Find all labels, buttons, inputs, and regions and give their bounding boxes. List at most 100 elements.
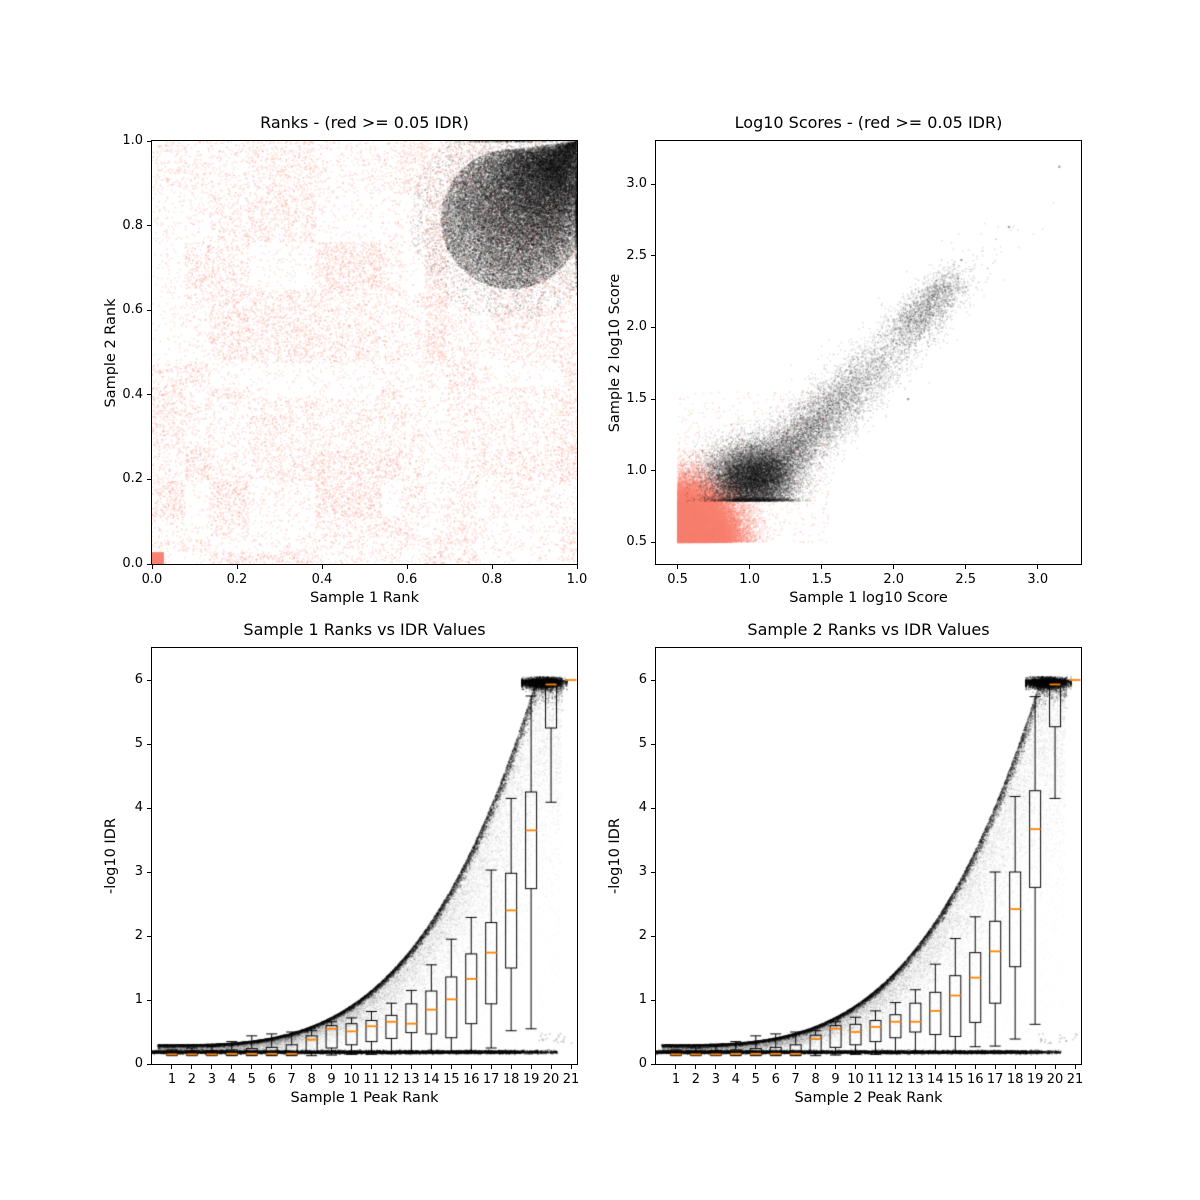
y-tick-mark	[147, 563, 151, 565]
panel-title: Sample 2 Ranks vs IDR Values	[747, 620, 990, 639]
x-tick-label: 1.0	[739, 572, 760, 587]
y-tick-mark	[147, 225, 151, 227]
y-tick-mark	[651, 326, 655, 328]
y-axis-label: -log10 IDR	[103, 818, 119, 894]
x-tick-mark	[1074, 1065, 1076, 1069]
x-tick-label: 17	[986, 1072, 1004, 1087]
x-tick-label: 12	[383, 1072, 400, 1087]
y-tick-label: 1.0	[122, 133, 143, 148]
x-tick-mark	[795, 1065, 797, 1069]
x-tick-mark	[191, 1065, 193, 1069]
y-tick-mark	[147, 935, 151, 937]
x-tick-mark	[894, 1065, 896, 1069]
y-tick-label: 0.2	[122, 471, 143, 487]
x-tick-mark	[430, 1065, 432, 1069]
y-tick-label: 5	[638, 736, 647, 751]
y-tick-mark	[651, 541, 655, 543]
y-tick-mark	[651, 807, 655, 809]
y-tick-label: 2.0	[626, 319, 647, 335]
x-tick-label: 21	[1066, 1072, 1084, 1087]
x-tick-mark	[994, 1065, 996, 1069]
sample1-rank-idr-canvas	[152, 648, 577, 1064]
x-tick-label: 5	[247, 1072, 256, 1087]
x-tick-label: 1	[671, 1072, 681, 1087]
panel-log10-scores-scatter: Log10 Scores - (red >= 0.05 IDR) Sample …	[607, 113, 1082, 606]
x-tick-label: 19	[1026, 1072, 1044, 1087]
y-tick-label: 4	[638, 800, 647, 815]
y-tick-label: 6	[134, 672, 143, 687]
x-tick-label: 2	[187, 1072, 197, 1087]
x-tick-label: 18	[502, 1072, 520, 1087]
y-tick-mark	[651, 398, 655, 400]
y-axis-label: Sample 2 log10 Score	[607, 273, 623, 432]
x-tick-mark	[1014, 1065, 1016, 1069]
x-tick-mark	[450, 1065, 452, 1069]
x-tick-label: 0.5	[667, 572, 688, 587]
y-tick-mark	[651, 999, 655, 1001]
x-tick-label: 11	[363, 1072, 380, 1087]
x-tick-mark	[914, 1065, 916, 1069]
x-tick-mark	[677, 565, 679, 569]
x-tick-mark	[1034, 1065, 1036, 1069]
x-tick-label: 2	[691, 1072, 701, 1087]
x-tick-mark	[874, 1065, 876, 1069]
y-tick-label: 2	[134, 928, 143, 943]
y-tick-mark	[651, 871, 655, 873]
x-tick-mark	[291, 1065, 293, 1069]
x-tick-label: 12	[887, 1072, 904, 1087]
x-tick-mark	[675, 1065, 677, 1069]
x-tick-mark	[231, 1065, 233, 1069]
x-tick-label: 8	[811, 1072, 820, 1087]
x-tick-label: 6	[771, 1072, 780, 1087]
x-tick-label: 4	[731, 1072, 740, 1087]
x-tick-label: 7	[287, 1072, 296, 1087]
y-tick-mark	[147, 743, 151, 745]
x-tick-label: 0.0	[141, 572, 163, 587]
panel-title: Ranks - (red >= 0.05 IDR)	[260, 113, 469, 132]
x-tick-mark	[1037, 565, 1039, 569]
panel-sample2-rank-vs-idr: Sample 2 Ranks vs IDR Values Sample 2 Pe…	[607, 620, 1083, 1106]
x-tick-mark	[855, 1065, 857, 1069]
ranks-scatter-canvas	[152, 141, 577, 564]
y-tick-label: 2	[638, 928, 647, 943]
x-tick-mark	[835, 1065, 837, 1069]
x-tick-label: 1.0	[566, 572, 588, 587]
x-tick-mark	[821, 565, 823, 569]
panel-sample1-rank-vs-idr: Sample 1 Ranks vs IDR Values Sample 1 Pe…	[103, 620, 579, 1106]
x-tick-label: 10	[343, 1072, 360, 1087]
x-tick-label: 17	[482, 1072, 500, 1087]
x-tick-label: 0.2	[226, 572, 248, 587]
x-tick-label: 0.4	[311, 572, 333, 587]
y-axis-label: -log10 IDR	[607, 818, 623, 894]
y-tick-label: 0.4	[122, 386, 143, 402]
y-tick-mark	[147, 309, 151, 311]
y-tick-label: 2.5	[626, 247, 647, 263]
x-tick-mark	[151, 565, 153, 569]
x-tick-label: 14	[927, 1072, 944, 1087]
y-tick-label: 1	[638, 992, 647, 1007]
y-tick-label: 0.5	[626, 534, 647, 550]
x-tick-label: 14	[423, 1072, 440, 1087]
x-tick-label: 15	[443, 1072, 460, 1087]
y-tick-label: 3.0	[626, 176, 647, 192]
x-tick-mark	[311, 1065, 313, 1069]
y-tick-mark	[651, 183, 655, 185]
y-tick-mark	[651, 255, 655, 257]
y-tick-mark	[147, 394, 151, 396]
x-tick-mark	[974, 1065, 976, 1069]
x-tick-label: 2.0	[883, 572, 905, 587]
x-tick-label: 2.5	[955, 572, 977, 587]
x-tick-label: 21	[562, 1072, 580, 1087]
x-axis-label: Sample 2 Peak Rank	[794, 1090, 943, 1106]
x-tick-mark	[490, 1065, 492, 1069]
y-tick-label: 0.8	[122, 217, 143, 233]
x-tick-label: 9	[327, 1072, 336, 1087]
x-tick-label: 0.8	[481, 572, 503, 587]
x-tick-label: 10	[847, 1072, 864, 1087]
x-tick-mark	[470, 1065, 472, 1069]
x-tick-mark	[749, 565, 751, 569]
y-tick-mark	[651, 470, 655, 472]
x-tick-mark	[570, 1065, 572, 1069]
x-tick-label: 15	[947, 1072, 964, 1087]
